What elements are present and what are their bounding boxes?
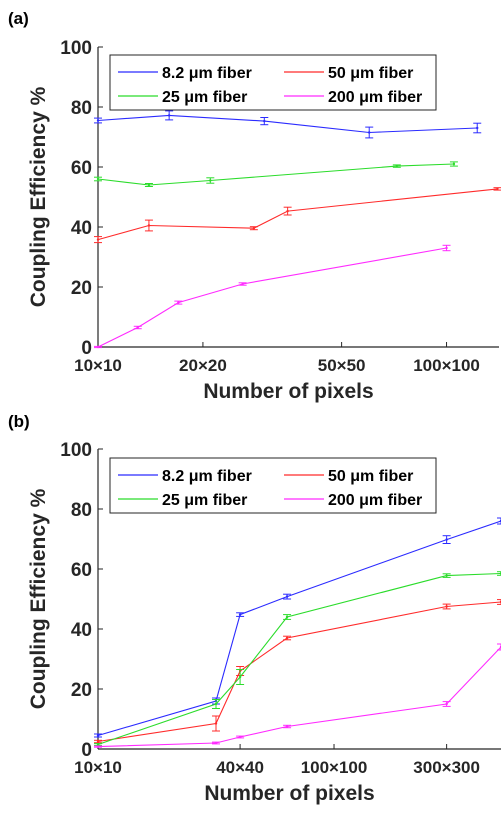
legend-label: 50 μm fiber xyxy=(328,65,413,82)
series-line xyxy=(97,520,501,737)
y-tick-label: 60 xyxy=(71,158,92,179)
data-point xyxy=(286,209,289,213)
y-axis-label: Coupling Efficiency % xyxy=(27,488,50,709)
data-point xyxy=(476,126,479,130)
data-point xyxy=(147,183,151,187)
legend-box xyxy=(109,457,437,514)
series-4 xyxy=(94,643,501,748)
series-line xyxy=(97,188,498,241)
data-point xyxy=(96,734,100,737)
x-tick-label: 20×20 xyxy=(179,356,227,375)
legend-label: 200 μm fiber xyxy=(328,492,422,509)
data-point xyxy=(445,605,448,608)
data-point xyxy=(285,636,289,640)
x-tick-label: 300×300 xyxy=(413,758,480,777)
legend-label: 8.2 μm fiber xyxy=(162,468,252,485)
data-point xyxy=(238,735,242,739)
series-line xyxy=(97,646,501,748)
legend-label: 25 μm fiber xyxy=(162,492,247,509)
data-point xyxy=(368,131,371,134)
data-point xyxy=(96,238,100,241)
data-point xyxy=(147,224,151,227)
data-point xyxy=(96,743,100,746)
series-4 xyxy=(94,244,451,349)
x-tick-label: 100×100 xyxy=(301,758,368,777)
y-tick-label: 100 xyxy=(60,38,92,59)
data-point xyxy=(238,675,242,679)
series-3 xyxy=(94,161,458,187)
series-2 xyxy=(94,187,501,244)
data-point xyxy=(96,177,100,181)
series-1 xyxy=(94,517,501,738)
chart-panel-2: (b) 0 20 40 60 80 100 10×10 40×40 100×100 300×300 N… xyxy=(8,412,501,805)
series-line xyxy=(97,247,447,348)
y-tick-label: 40 xyxy=(71,218,92,239)
data-point xyxy=(238,613,242,616)
y-tick-label: 20 xyxy=(71,680,92,701)
data-point xyxy=(252,227,256,230)
data-point xyxy=(214,741,218,745)
data-point xyxy=(445,246,448,250)
y-tick-label: 60 xyxy=(71,560,92,581)
data-point xyxy=(452,162,456,166)
x-axis-label: Number of pixels xyxy=(204,782,374,805)
legend: 8.2 μm fiber 50 μm fiber 25 μm fiber 200 μm… xyxy=(109,54,437,111)
data-point xyxy=(445,574,448,577)
series-line xyxy=(97,572,501,746)
y-tick-label: 0 xyxy=(81,338,92,359)
data-point xyxy=(263,119,266,123)
x-tick-label: 10×10 xyxy=(74,356,122,375)
x-tick-label: 10×10 xyxy=(74,758,122,777)
x-tick-label: 50×50 xyxy=(318,356,366,375)
data-point xyxy=(214,722,218,725)
panel-label: (a) xyxy=(8,9,29,28)
x-axis-label: Number of pixels xyxy=(203,380,373,403)
chart-panel-1: (a) 0 20 40 60 80 100 10×10 20×20 50×50 100×100 Num… xyxy=(8,9,501,403)
data-point xyxy=(96,745,100,748)
series-line xyxy=(97,114,478,134)
data-point xyxy=(177,301,180,304)
legend-label: 8.2 μm fiber xyxy=(162,65,252,82)
y-tick-label: 40 xyxy=(71,620,92,641)
x-tick-label: 100×100 xyxy=(413,356,480,375)
data-point xyxy=(285,595,289,598)
y-tick-label: 20 xyxy=(71,278,92,299)
data-point xyxy=(496,187,499,191)
legend-label: 200 μm fiber xyxy=(328,89,422,106)
data-point xyxy=(96,740,100,743)
data-point xyxy=(285,725,289,728)
y-tick-label: 0 xyxy=(81,740,92,761)
y-tick-label: 80 xyxy=(71,500,92,521)
series-1 xyxy=(94,110,482,139)
y-axis-label: Coupling Efficiency % xyxy=(27,86,50,307)
y-tick-label: 100 xyxy=(60,440,92,461)
data-point xyxy=(285,615,289,619)
data-point xyxy=(96,119,100,122)
panel-label: (b) xyxy=(8,412,30,431)
y-tick-label: 80 xyxy=(71,98,92,119)
data-point xyxy=(214,702,218,706)
data-point xyxy=(395,164,399,168)
data-point xyxy=(167,114,171,117)
data-point xyxy=(241,282,244,286)
legend-label: 25 μm fiber xyxy=(162,89,247,106)
data-point xyxy=(209,179,212,182)
data-point xyxy=(96,345,100,349)
legend: 8.2 μm fiber 50 μm fiber 25 μm fiber 200 μm… xyxy=(109,457,437,514)
legend-box xyxy=(109,54,437,111)
data-point xyxy=(445,702,448,706)
series-2 xyxy=(94,599,501,744)
legend-label: 50 μm fiber xyxy=(328,468,413,485)
data-point xyxy=(445,538,448,541)
x-tick-label: 40×40 xyxy=(216,758,264,777)
series-line xyxy=(97,601,501,743)
series-3 xyxy=(94,571,501,746)
data-point xyxy=(136,326,139,329)
